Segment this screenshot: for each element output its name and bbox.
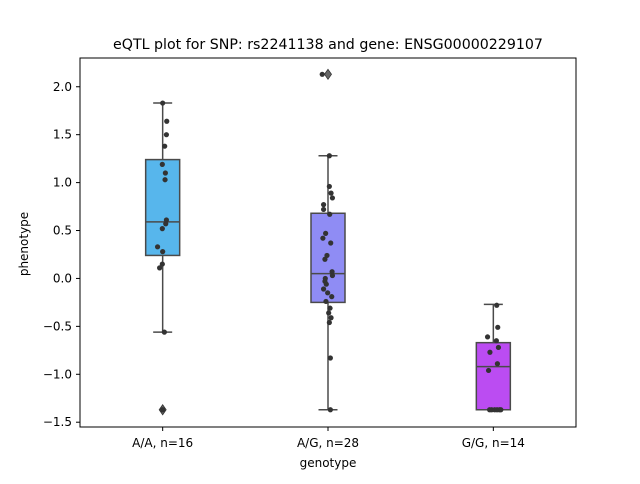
data-point — [327, 305, 333, 311]
box-0 — [144, 158, 181, 257]
data-point — [494, 361, 501, 367]
data-point — [493, 338, 499, 344]
data-point — [326, 183, 332, 190]
y-tick-label: 1.5 — [53, 128, 72, 142]
y-tick-label: 0.0 — [53, 271, 72, 285]
box-2 — [475, 341, 512, 411]
data-point — [323, 281, 329, 287]
data-point — [324, 252, 330, 259]
data-point — [325, 290, 331, 296]
data-point — [154, 244, 161, 250]
data-point — [320, 206, 327, 213]
y-tick-label: −1.5 — [43, 415, 72, 429]
data-point — [162, 177, 168, 183]
data-point — [327, 211, 333, 217]
data-point — [160, 100, 166, 106]
data-point — [163, 221, 169, 227]
y-tick-label: −0.5 — [43, 319, 72, 333]
data-point — [161, 329, 167, 335]
data-point — [157, 265, 163, 271]
plot-area: −1.5 −1.0 −0.5 0.0 0.5 1.0 1.5 2.0 A/A, n=16 A/G,… — [43, 68, 525, 450]
y-tick-label: 2.0 — [53, 80, 72, 94]
data-point — [498, 407, 504, 413]
data-point — [329, 195, 336, 201]
data-point — [328, 240, 334, 246]
data-point — [327, 407, 333, 413]
data-point — [484, 334, 491, 340]
y-tick-label: 1.0 — [53, 176, 72, 190]
data-point — [159, 261, 165, 267]
x-tick-label: G/G, n=14 — [462, 436, 525, 450]
data-point — [322, 256, 328, 262]
chart-title: eQTL plot for SNP: rs2241138 and gene: E… — [113, 37, 543, 53]
data-point — [327, 355, 333, 361]
data-point — [160, 407, 166, 413]
data-point — [329, 294, 335, 300]
data-point — [326, 319, 332, 326]
data-point — [159, 161, 165, 167]
data-point — [319, 71, 325, 77]
data-point — [485, 367, 492, 374]
y-tick-label: 0.5 — [53, 224, 72, 238]
data-point — [320, 286, 327, 292]
box-1 — [310, 212, 346, 304]
x-axis-label: genotype — [300, 456, 357, 470]
outlier-marker — [324, 68, 332, 80]
data-point — [162, 170, 168, 176]
x-tick-label: A/A, n=16 — [132, 436, 193, 450]
data-point — [495, 324, 501, 330]
data-point — [160, 249, 166, 255]
data-point — [323, 230, 329, 236]
data-point — [328, 315, 334, 321]
plot-frame — [79, 57, 577, 428]
data-point — [163, 217, 170, 223]
data-point — [495, 344, 502, 351]
data-point — [162, 143, 168, 149]
data-point — [329, 269, 335, 275]
data-point — [487, 349, 493, 355]
data-point — [494, 302, 500, 308]
data-point — [329, 272, 336, 279]
x-tick-label: A/G, n=28 — [297, 436, 359, 450]
data-point — [164, 118, 170, 124]
y-axis-label: phenotype — [17, 212, 31, 276]
data-point — [328, 190, 334, 196]
data-point — [323, 298, 329, 305]
data-point — [163, 132, 170, 138]
data-point — [320, 235, 326, 241]
y-tick-label: −1.0 — [43, 367, 72, 381]
data-point — [326, 153, 332, 159]
data-point — [159, 226, 165, 232]
data-point — [320, 202, 327, 208]
data-point — [326, 310, 332, 316]
